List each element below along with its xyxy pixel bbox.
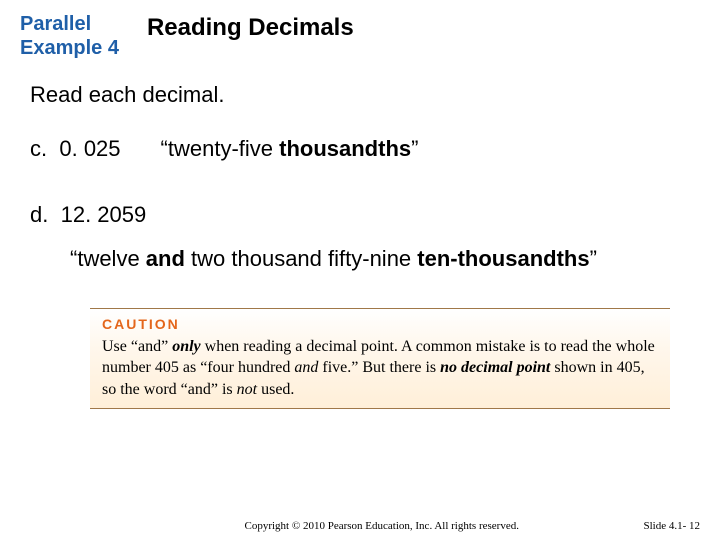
item-c-answer: “twenty-five thousandths”	[161, 136, 419, 162]
caution-t4: and	[294, 359, 318, 376]
item-d-answer-b1: and	[146, 246, 185, 271]
slide-footer: Copyright © 2010 Pearson Education, Inc.…	[0, 520, 720, 532]
caution-t6: no decimal point	[440, 359, 550, 376]
slide-content: Read each decimal. c. 0. 025 “twenty-fiv…	[0, 64, 720, 409]
parallel-example-label: Parallel Example 4	[20, 12, 119, 60]
caution-t9: used.	[257, 381, 294, 398]
item-c-value: 0. 025	[59, 136, 120, 161]
item-c-answer-post: ”	[411, 136, 418, 161]
item-d-answer-post: ”	[590, 246, 597, 271]
item-c-label: c. 0. 025	[30, 136, 121, 162]
item-c-row: c. 0. 025 “twenty-five thousandths”	[30, 136, 690, 162]
item-c-answer-bold: thousandths	[279, 136, 411, 161]
item-d-row: d. 12. 2059	[30, 202, 690, 228]
item-d-answer-pre: “twelve	[70, 246, 146, 271]
slide-number: Slide 4.1- 12	[643, 520, 700, 532]
item-d-answer-b2: ten-thousandths	[417, 246, 589, 271]
slide-title: Reading Decimals	[147, 14, 354, 42]
caution-t1: Use “and”	[102, 338, 172, 355]
parallel-line2: Example 4	[20, 37, 119, 59]
copyright-text: Copyright © 2010 Pearson Education, Inc.…	[120, 520, 643, 532]
caution-box: CAUTION Use “and” only when reading a de…	[90, 308, 670, 410]
parallel-line1: Parallel	[20, 13, 91, 35]
caution-t5: five.” But there is	[318, 359, 440, 376]
instruction-text: Read each decimal.	[30, 82, 690, 108]
item-d-value: 12. 2059	[61, 202, 147, 227]
item-d-letter: d.	[30, 202, 48, 227]
item-c-answer-pre: “twenty-five	[161, 136, 280, 161]
item-c-letter: c.	[30, 136, 47, 161]
item-d-answer-mid: two thousand fifty-nine	[185, 246, 417, 271]
caution-t8: not	[237, 381, 257, 398]
item-d-answer: “twelve and two thousand fifty-nine ten-…	[70, 244, 690, 274]
slide-header: Parallel Example 4 Reading Decimals	[0, 0, 720, 64]
caution-label: CAUTION	[102, 315, 658, 334]
caution-t2: only	[172, 338, 200, 355]
